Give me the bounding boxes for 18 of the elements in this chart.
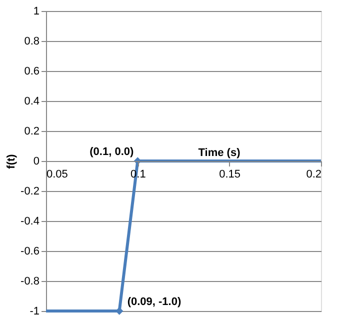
- y-tick-label: 0.2: [24, 126, 40, 138]
- y-axis-title: f(t): [6, 154, 18, 169]
- annotation: (0.09, -1.0): [127, 296, 182, 308]
- x-axis-title: Time (s): [198, 147, 241, 159]
- y-tick-label: 0: [33, 156, 40, 168]
- y-tick-label: 0.6: [24, 66, 40, 78]
- x-tick-label: 0.15: [219, 168, 241, 180]
- x-tick-label: 0.05: [46, 168, 68, 180]
- y-tick-label: -0.4: [20, 216, 40, 228]
- y-tick-label: -1: [30, 306, 40, 318]
- annotation: (0.1, 0.0): [90, 146, 134, 158]
- y-tick-label: 1: [33, 6, 40, 18]
- y-tick-label: 0.8: [24, 36, 40, 48]
- y-tick-label: 0.4: [24, 96, 40, 108]
- y-tick-label: -0.6: [20, 246, 40, 258]
- x-tick-label: 0.2: [306, 168, 322, 180]
- y-tick-label: -0.8: [20, 276, 40, 288]
- y-tick-label: -0.2: [20, 186, 40, 198]
